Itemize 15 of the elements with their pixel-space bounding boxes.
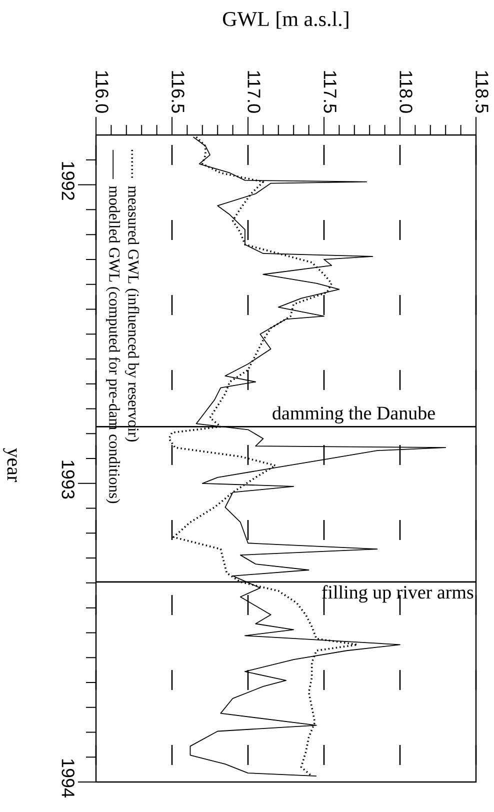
x-tick-label: 117.5 bbox=[324, 71, 336, 113]
y-axis-title: year bbox=[3, 448, 17, 482]
y-tick-label: 1993 bbox=[62, 460, 74, 499]
x-axis-title: GWL [m a.s.l.] bbox=[223, 11, 348, 29]
x-tick-label: 118.5 bbox=[476, 71, 488, 113]
y-tick-label: 1992 bbox=[62, 162, 74, 200]
x-tick-label: 116.5 bbox=[172, 71, 184, 113]
ref-line-label: filling up river arms bbox=[322, 585, 474, 603]
ref-line-label: damming the Danube bbox=[272, 406, 435, 424]
legend-label: modelled GWL (computed for pre-dam conditions) bbox=[106, 186, 120, 504]
legend-label: measured GWL (influenced by reservoir) bbox=[124, 186, 140, 442]
y-tick-label: 1994 bbox=[62, 759, 74, 798]
x-tick-label: 117.0 bbox=[248, 71, 260, 113]
x-tick-label: 116.0 bbox=[96, 71, 108, 113]
x-tick-label: 118.0 bbox=[400, 71, 412, 113]
